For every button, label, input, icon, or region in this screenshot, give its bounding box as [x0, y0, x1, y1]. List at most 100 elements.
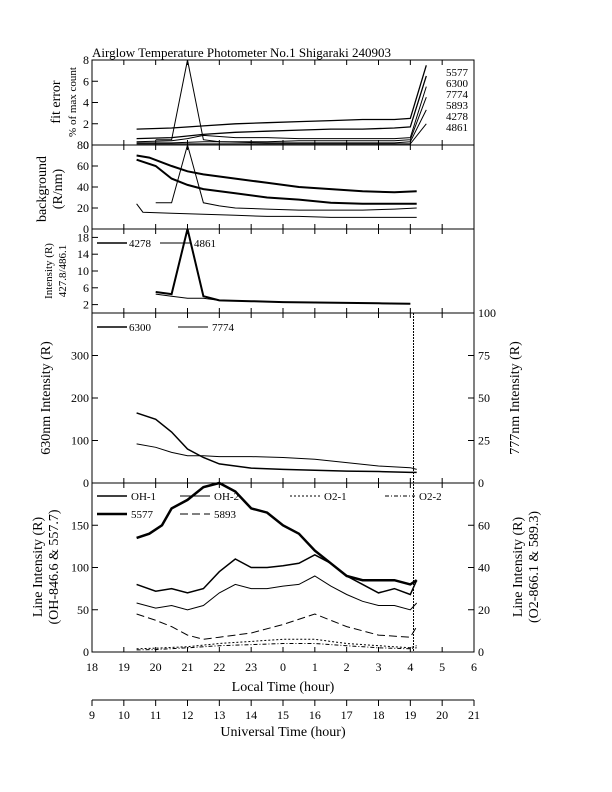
fit-legend-label: 5577 — [446, 67, 469, 79]
ut-tick: 15 — [277, 708, 289, 722]
line-ylabel-right2: (O2-866.1 & 589.3) — [527, 511, 542, 623]
ut-tick: 16 — [309, 708, 321, 722]
fit-legend-label: 7774 — [446, 89, 469, 101]
y-tick-label: 100 — [71, 561, 89, 575]
local-time-tick: 19 — [118, 660, 130, 674]
y-tick-label: 80 — [77, 138, 89, 152]
local-time-tick: 1 — [312, 660, 318, 674]
local-time-tick: 3 — [376, 660, 382, 674]
local-time-tick: 20 — [150, 660, 162, 674]
blue-series-4861 — [155, 293, 411, 305]
fit-series-7774 — [136, 86, 427, 143]
y-tick-label: 200 — [71, 391, 89, 405]
ut-tick: 13 — [213, 708, 225, 722]
y-tick-label: 8 — [83, 53, 89, 67]
y-tick-label: 0 — [83, 476, 89, 490]
line-ylabel-left2: (OH-846.6 & 557.7) — [47, 509, 62, 624]
fit-legend-label: 6300 — [446, 78, 469, 90]
fit-series-6300 — [136, 75, 427, 140]
local-time-tick: 18 — [86, 660, 98, 674]
line-series-O2-2 — [136, 643, 417, 651]
line-series-OH-1 — [136, 553, 418, 596]
fit-legend-label: 4278 — [446, 111, 469, 123]
y-tick-label: 40 — [77, 180, 89, 194]
fit-series-4861 — [136, 123, 427, 145]
local-time-tick: 4 — [407, 660, 413, 674]
fit-series-4278 — [155, 59, 427, 144]
legend-label-4861: 4861 — [194, 238, 216, 250]
red-series-7774 — [136, 443, 417, 470]
y-tick-label: 40 — [478, 561, 490, 575]
y-tick-label: 2 — [83, 117, 89, 131]
y-tick-label: 0 — [478, 645, 484, 659]
y-tick-label: 75 — [478, 349, 490, 363]
red-ylabel-left: 630nm Intensity (R) — [39, 341, 54, 455]
fit-ylabel1: fit error — [49, 80, 64, 123]
y-tick-label: 6 — [83, 74, 89, 88]
local-time-tick: 5 — [439, 660, 445, 674]
local-time-tick: 22 — [213, 660, 225, 674]
legend-label-6300: 6300 — [129, 322, 152, 334]
bg-ylabel2: (R/nm) — [51, 168, 66, 209]
fit-series-5577 — [136, 65, 427, 130]
chart-title: Airglow Temperature Photometer No.1 Shig… — [92, 45, 391, 60]
y-tick-label: 300 — [71, 349, 89, 363]
legend-label-OH-1: OH-1 — [131, 491, 156, 503]
ut-tick: 10 — [118, 708, 130, 722]
line-series-OH-2 — [136, 575, 418, 611]
bg-series-1 — [136, 158, 417, 205]
y-tick-label: 150 — [71, 518, 89, 532]
line-ylabel-right1: Line Intensity (R) — [511, 517, 526, 618]
legend-label-O2-1: O2-1 — [324, 491, 347, 503]
y-tick-label: 60 — [77, 159, 89, 173]
local-time-tick: 21 — [182, 660, 194, 674]
ut-tick: 19 — [404, 708, 416, 722]
bg-series-3 — [136, 203, 417, 218]
ut-tick: 11 — [150, 708, 162, 722]
y-tick-label: 20 — [77, 201, 89, 215]
fit-legend-label: 4861 — [446, 122, 468, 134]
fit-error-panel — [91, 59, 475, 146]
y-tick-label: 50 — [478, 391, 490, 405]
y-tick-label: 10 — [77, 264, 89, 278]
red-series-6300 — [136, 412, 417, 474]
y-tick-label: 0 — [83, 222, 89, 236]
blue-ylabel1: Intensity (R) — [43, 243, 55, 299]
y-tick-label: 4 — [83, 96, 89, 110]
y-tick-label: 2 — [83, 298, 89, 312]
legend-label-5893: 5893 — [214, 509, 237, 521]
line-series-5893 — [136, 613, 418, 640]
ut-tick: 21 — [468, 708, 480, 722]
local-time-tick: 2 — [344, 660, 350, 674]
y-tick-label: 14 — [77, 247, 89, 261]
y-tick-label: 20 — [478, 603, 490, 617]
ut-tick: 9 — [89, 708, 95, 722]
line-ylabel-left1: Line Intensity (R) — [31, 517, 46, 618]
y-tick-label: 60 — [478, 518, 490, 532]
legend-label-4278: 4278 — [129, 238, 152, 250]
ut-tick: 18 — [373, 708, 385, 722]
ut-tick: 20 — [436, 708, 448, 722]
y-tick-label: 0 — [478, 476, 484, 490]
y-tick-label: 0 — [83, 138, 89, 152]
legend-label-7774: 7774 — [212, 322, 235, 334]
fit-ylabel2: % of max count — [67, 67, 79, 137]
legend-label-5577: 5577 — [131, 509, 154, 521]
fit-legend-label: 5893 — [446, 100, 469, 112]
ut-tick: 12 — [182, 708, 194, 722]
ut-tick: 14 — [245, 708, 257, 722]
y-tick-label: 100 — [71, 434, 89, 448]
ut-label: Universal Time (hour) — [220, 725, 346, 740]
local-time-label: Local Time (hour) — [232, 680, 335, 695]
y-tick-label: 6 — [83, 281, 89, 295]
y-tick-label: 100 — [478, 306, 496, 320]
legend-label-O2-2: O2-2 — [419, 491, 442, 503]
local-time-tick: 0 — [280, 660, 286, 674]
ut-tick: 17 — [341, 708, 353, 722]
y-tick-label: 18 — [77, 230, 89, 244]
red-ylabel-right: 777nm Intensity (R) — [508, 341, 523, 455]
y-tick-label: 50 — [77, 603, 89, 617]
line-series-O2-1 — [136, 638, 417, 650]
line-series-5577 — [136, 481, 418, 586]
